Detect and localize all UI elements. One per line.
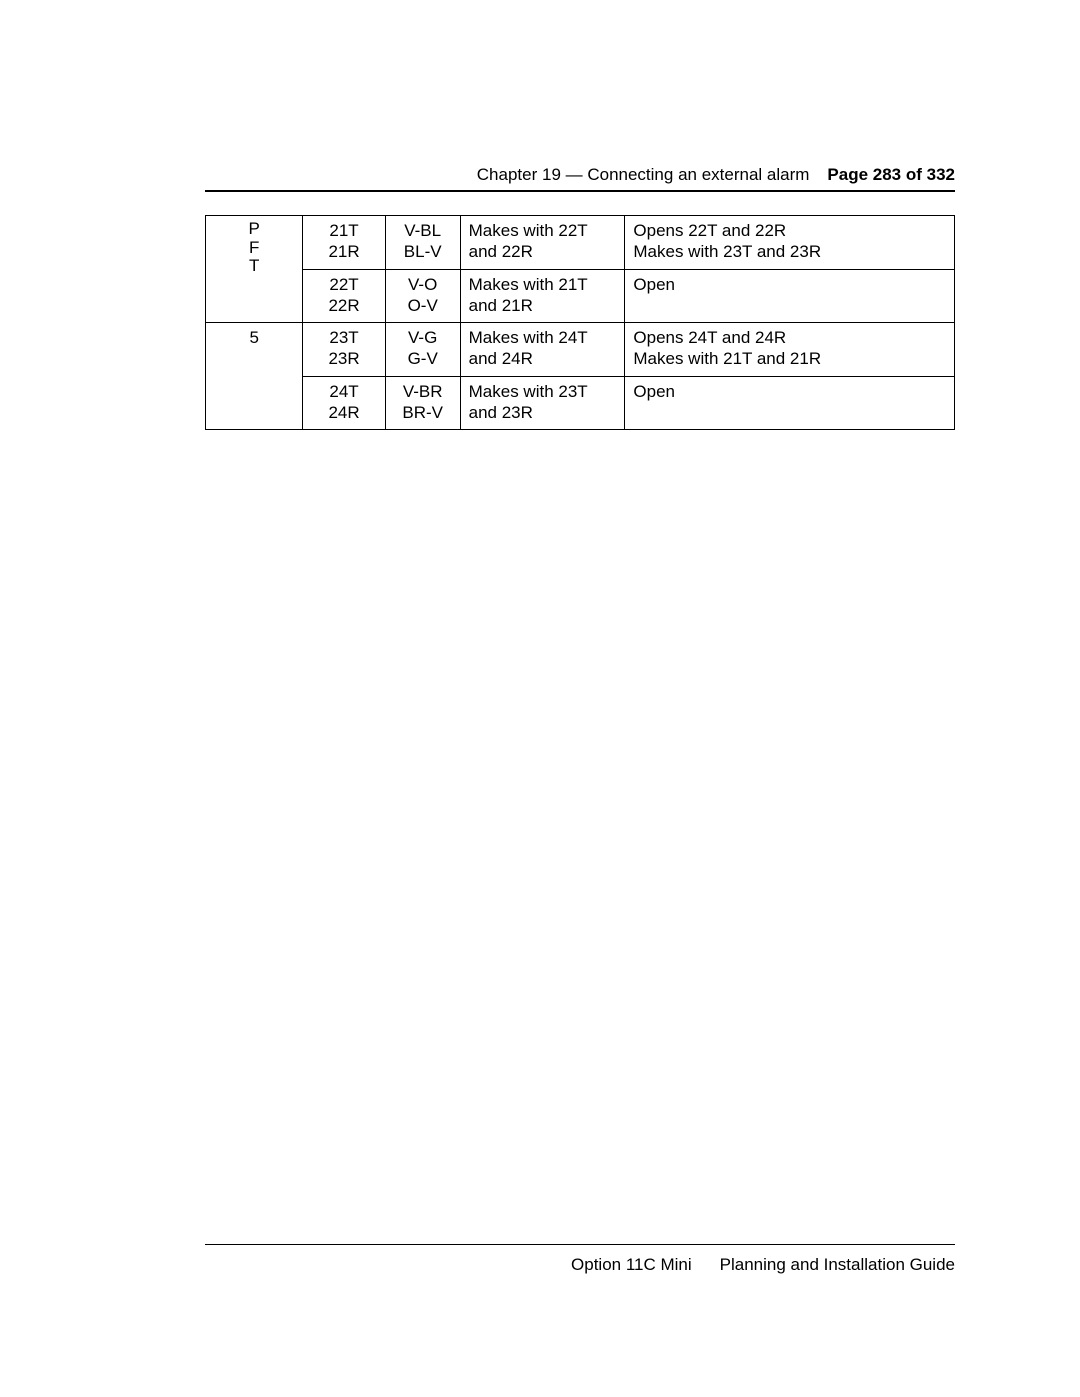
- table-row: P F T 21T 21R V-BL BL-V Makes wit: [206, 216, 955, 270]
- cell-pin: 22T 22R: [303, 269, 385, 323]
- cell-pin: 24T 24R: [303, 376, 385, 430]
- cell-color: V-BR BR-V: [385, 376, 460, 430]
- cell-action: Open: [625, 269, 955, 323]
- cell-make: Makes with 22T and 22R: [460, 216, 625, 270]
- cell-color: V-BL BL-V: [385, 216, 460, 270]
- lead-group: 5: [206, 323, 303, 430]
- table-row: 24T 24R V-BR BR-V Makes with 23T and 23R…: [206, 376, 955, 430]
- cell-make: Makes with 24T and 24R: [460, 323, 625, 377]
- cell-color: V-G G-V: [385, 323, 460, 377]
- table-row: 5 23T 23R V-G G-V Makes with 24T and 24R: [206, 323, 955, 377]
- header-rule: [205, 190, 955, 192]
- header-chapter: Chapter 19 — Connecting an external alar…: [477, 165, 810, 185]
- cell-action: Open: [625, 376, 955, 430]
- cell-pin: 23T 23R: [303, 323, 385, 377]
- cell-make: Makes with 23T and 23R: [460, 376, 625, 430]
- cell-pin: 21T 21R: [303, 216, 385, 270]
- page-header: Chapter 19 — Connecting an external alar…: [205, 165, 955, 185]
- footer-doc: Planning and Installation Guide: [720, 1255, 955, 1275]
- table-row: 22T 22R V-O O-V Makes with 21T and 21R O…: [206, 269, 955, 323]
- header-page-number: Page 283 of 332: [827, 165, 955, 185]
- page-footer: Option 11C Mini Planning and Installatio…: [205, 1255, 955, 1275]
- cell-action: Opens 22T and 22R Makes with 23T and 23R: [625, 216, 955, 270]
- lead-pft: P F T: [206, 216, 303, 323]
- pin-table: P F T 21T 21R V-BL BL-V Makes wit: [205, 215, 955, 430]
- cell-action: Opens 24T and 24R Makes with 21T and 21R: [625, 323, 955, 377]
- footer-product: Option 11C Mini: [571, 1255, 692, 1275]
- footer-rule: [205, 1244, 955, 1245]
- cell-make: Makes with 21T and 21R: [460, 269, 625, 323]
- cell-color: V-O O-V: [385, 269, 460, 323]
